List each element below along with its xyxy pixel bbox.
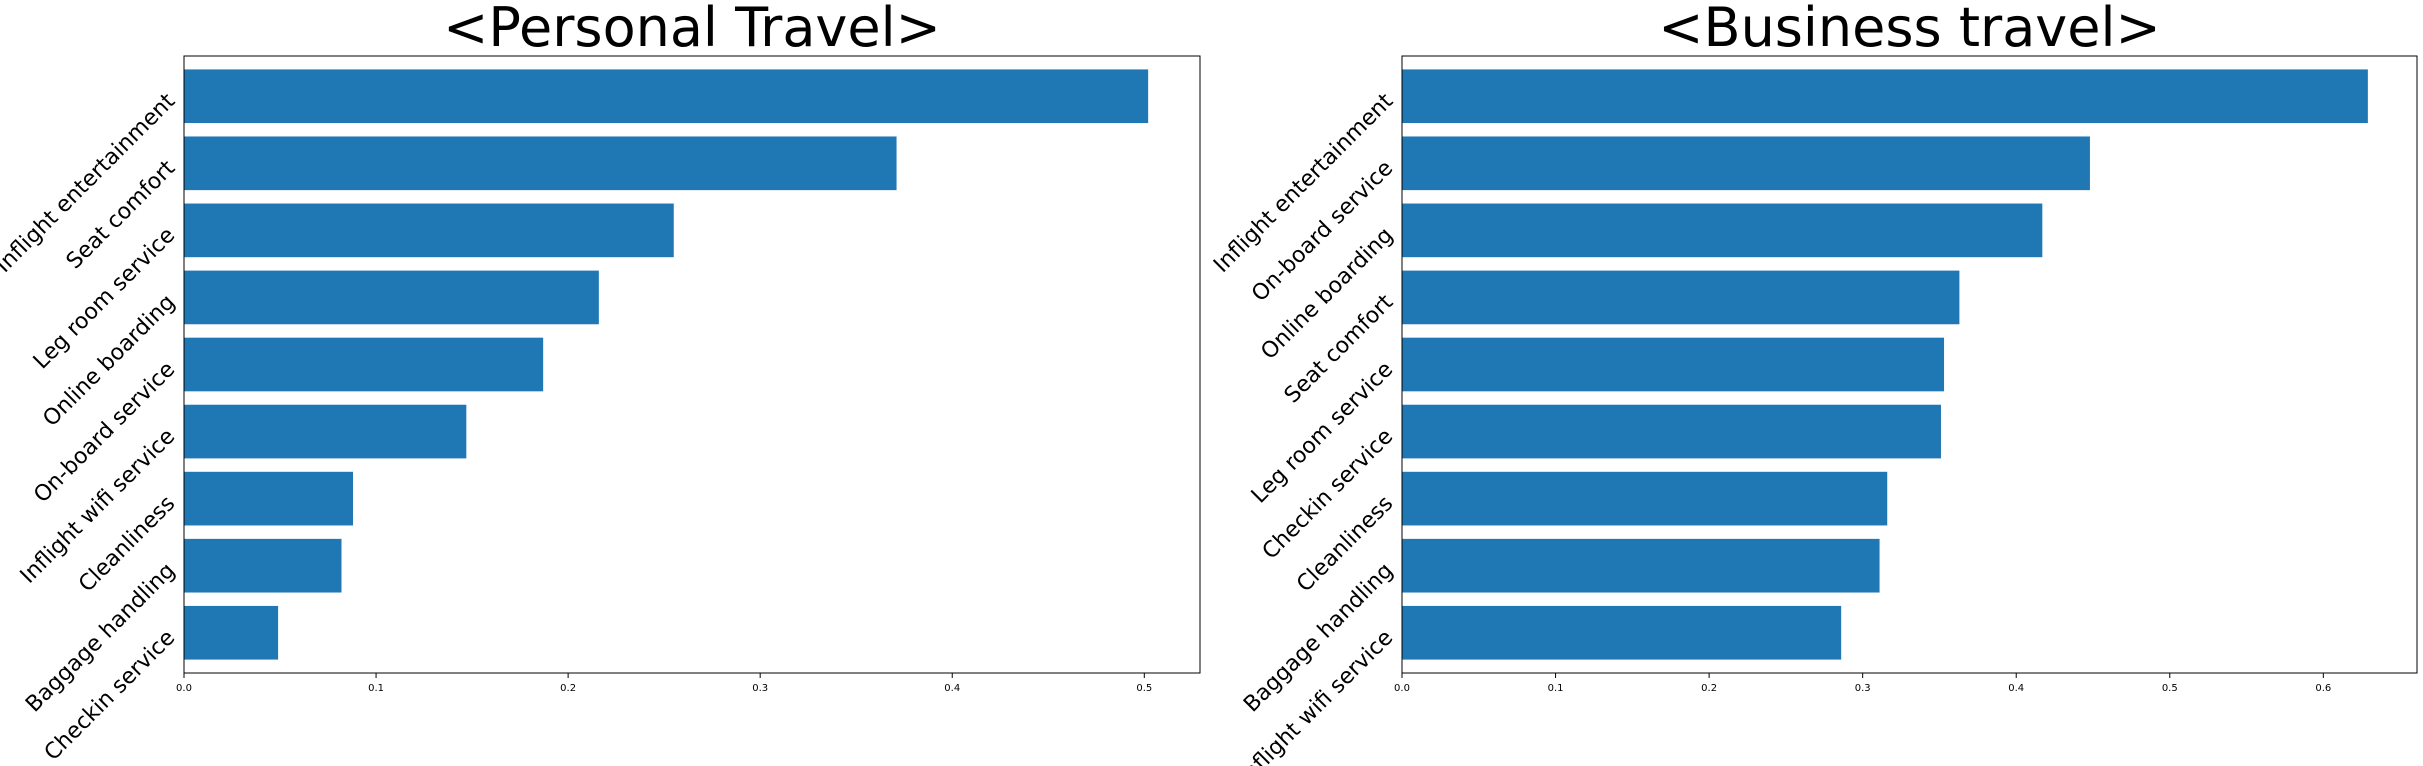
category-label-checkin-service: Checkin service <box>40 625 180 765</box>
x-tick-label: 0.4 <box>944 683 960 694</box>
x-tick-label: 0.5 <box>1136 683 1152 694</box>
x-tick-label: 0.3 <box>1855 683 1871 694</box>
x-tick-label: 0.6 <box>2315 683 2331 694</box>
bar-checkin-service <box>184 605 279 660</box>
bar-on-board-service <box>1402 136 2090 191</box>
bar-checkin-service <box>1402 404 1941 459</box>
bar-on-board-service <box>184 337 544 392</box>
bar-cleanliness <box>1402 471 1888 526</box>
x-tick-label: 0.0 <box>176 683 192 694</box>
bar-inflight-entertainment <box>184 69 1149 124</box>
bar-inflight-wifi-service <box>1402 605 1842 660</box>
bar-online-boarding <box>184 270 599 325</box>
chart-title-personal-travel: <Personal Travel> <box>443 0 941 59</box>
axes-frame <box>183 55 1201 674</box>
chart-title-business-travel: <Business travel> <box>1658 0 2160 59</box>
bar-baggage-handling <box>184 538 342 593</box>
bar-leg-room-service <box>1402 337 1945 392</box>
bar-baggage-handling <box>1402 538 1880 593</box>
x-tick-label: 0.2 <box>1701 683 1717 694</box>
bar-inflight-wifi-service <box>184 404 467 459</box>
x-tick-label: 0.5 <box>2162 683 2178 694</box>
chart-business-travel: <Business travel>Inflight entertainmentO… <box>1209 0 2418 766</box>
bar-cleanliness <box>184 471 354 526</box>
x-tick-label: 0.3 <box>752 683 768 694</box>
x-tick-label: 0.2 <box>560 683 576 694</box>
bar-inflight-entertainment <box>1402 69 2368 124</box>
chart-personal-travel: <Personal Travel>Inflight entertainmentS… <box>0 0 1201 766</box>
bar-seat-comfort <box>184 136 897 191</box>
x-tick-label: 0.4 <box>2008 683 2024 694</box>
x-tick-label: 0.0 <box>1394 683 1410 694</box>
bar-leg-room-service <box>184 203 674 258</box>
bar-online-boarding <box>1402 203 2043 258</box>
bar-seat-comfort <box>1402 270 1960 325</box>
axes-frame <box>1401 55 2418 674</box>
x-tick-label: 0.1 <box>368 683 384 694</box>
x-tick-label: 0.1 <box>1548 683 1564 694</box>
